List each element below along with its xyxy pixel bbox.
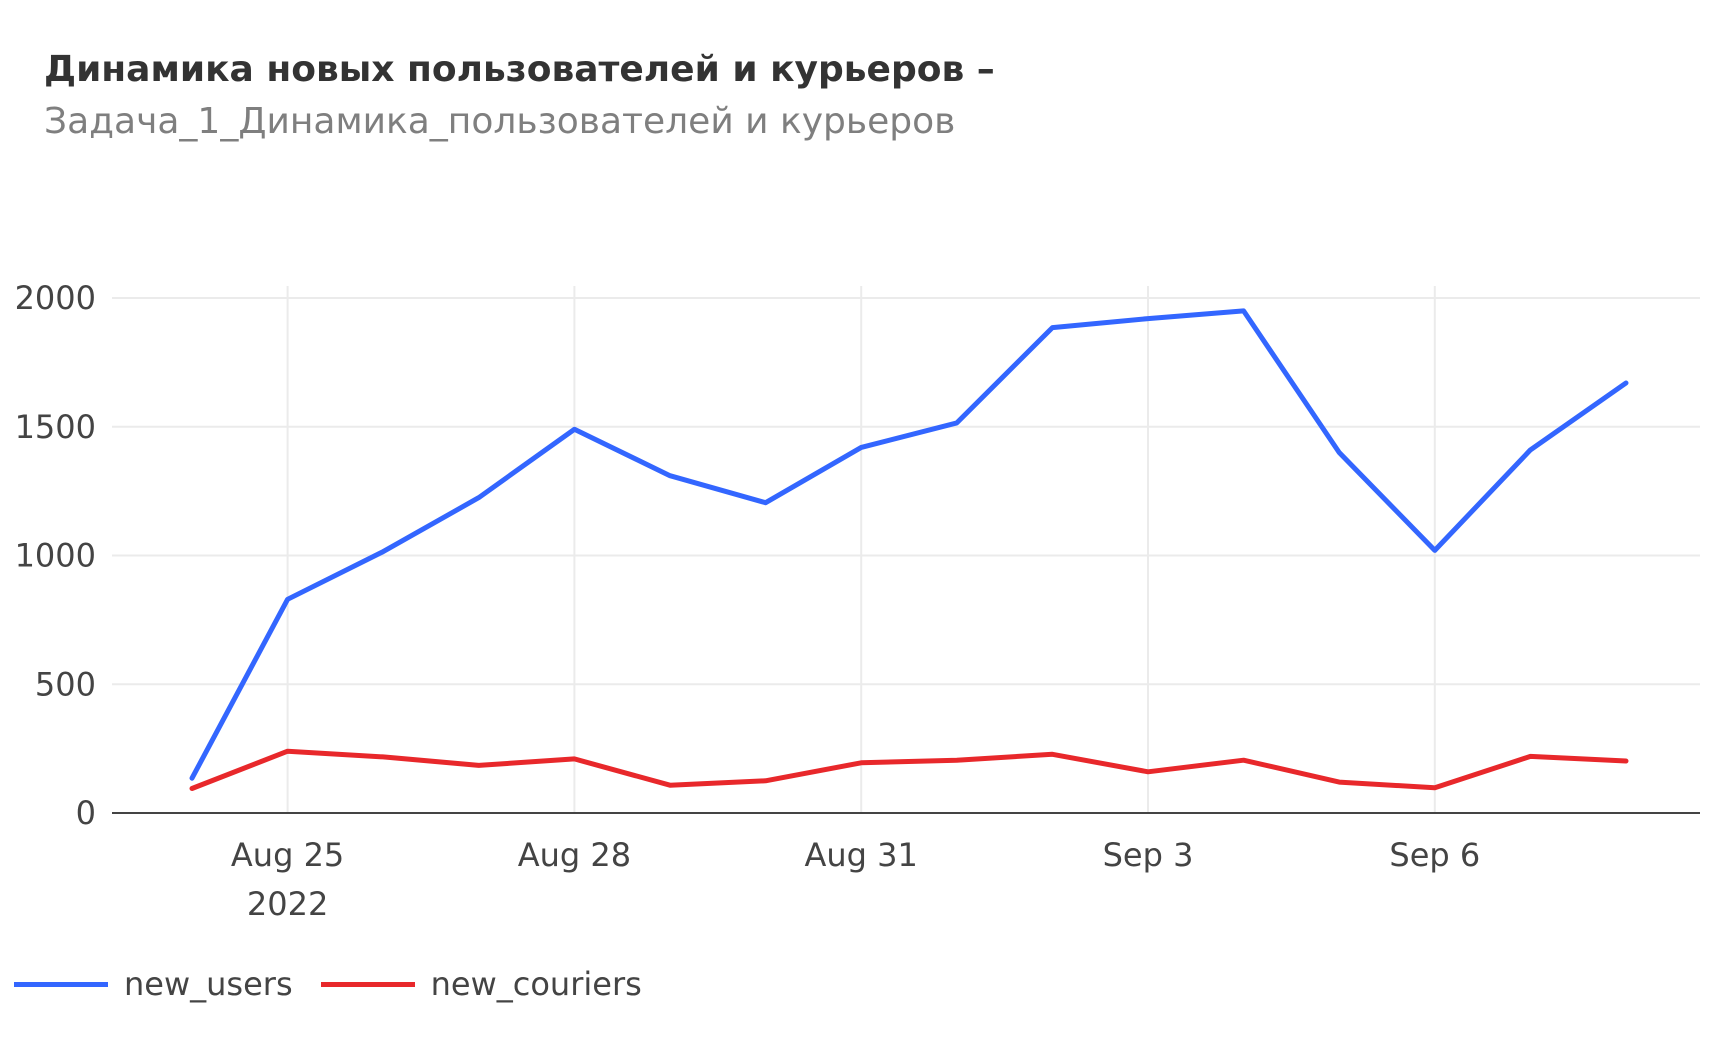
x-tick-label: Sep 6: [1389, 836, 1480, 874]
y-tick-label: 500: [35, 665, 96, 703]
legend-label: new_couriers: [430, 965, 642, 1003]
legend-swatch: [14, 981, 108, 987]
series-line-new_couriers: [189, 748, 1629, 791]
x-tick-label: Aug 28: [518, 836, 631, 874]
chart-title: Динамика новых пользователей и курьеров …: [44, 49, 995, 90]
x-tick-label: Aug 31: [805, 836, 918, 874]
chart-series: [189, 308, 1629, 791]
x-tick-sublabel: 2022: [247, 885, 328, 923]
legend-swatch: [320, 981, 415, 987]
x-tick-label: Aug 25: [231, 836, 344, 874]
series-line-new_users: [189, 308, 1629, 781]
legend-item-new_users[interactable]: new_users: [14, 965, 293, 1003]
y-tick-label: 1500: [15, 408, 96, 446]
legend-label: new_users: [124, 965, 293, 1003]
chart-grid: [112, 286, 1700, 813]
y-tick-label: 1000: [15, 537, 96, 575]
chart-header: Динамика новых пользователей и курьеров …: [44, 44, 995, 148]
legend-item-new_couriers[interactable]: new_couriers: [320, 965, 642, 1003]
chart-legend: new_users new_couriers: [14, 965, 670, 1003]
x-tick-label: Sep 3: [1103, 836, 1194, 874]
chart-subtitle: Задача_1_Динамика_пользователей и курьер…: [44, 101, 956, 142]
y-tick-label: 0: [76, 794, 96, 832]
y-tick-label: 2000: [15, 279, 96, 317]
chart-axes: 0 500 1000 1500 2000 Aug 25 2022 Aug 28 Aug 31 Se…: [15, 279, 1700, 923]
